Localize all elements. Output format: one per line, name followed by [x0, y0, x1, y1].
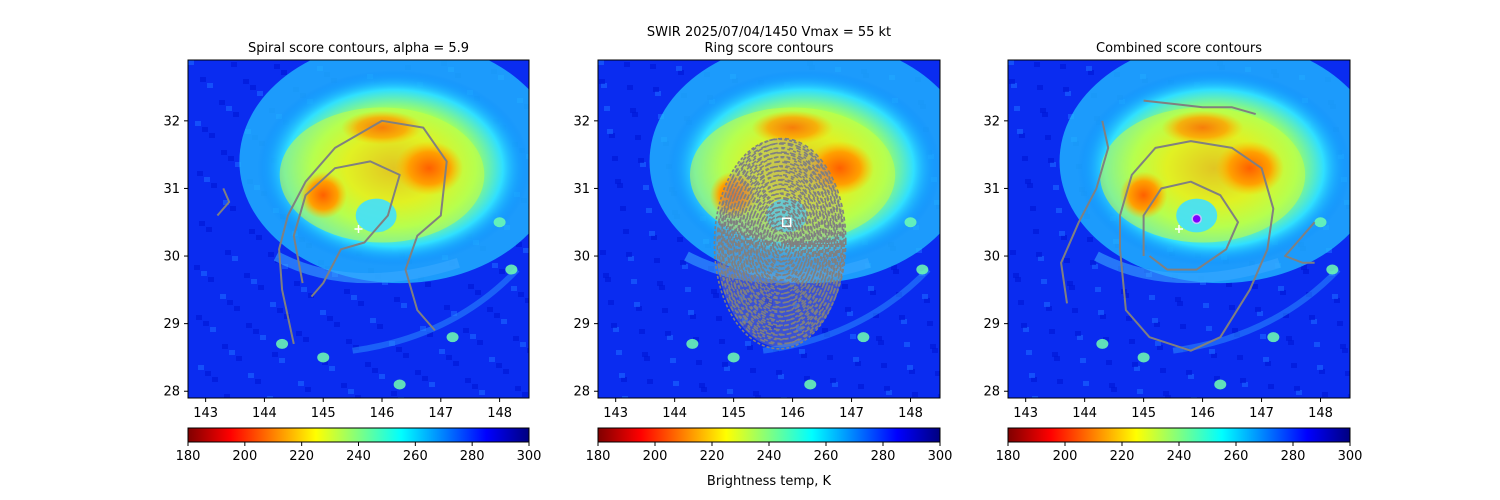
panel-title: Spiral score contours, alpha = 5.9	[248, 41, 469, 56]
colorbar-tick-label: 200	[643, 449, 668, 464]
axes-frame	[1007, 59, 1351, 399]
x-tick-label: 147	[428, 406, 453, 421]
y-tick-label: 28	[983, 385, 1000, 400]
x-tick-label: 147	[839, 406, 864, 421]
contour-line	[292, 160, 401, 298]
y-tick-label: 29	[983, 317, 1000, 332]
center-plus-marker	[1175, 225, 1183, 233]
x-tick-label: 148	[487, 406, 512, 421]
ring-contours	[713, 137, 847, 350]
panel-1: Spiral score contours, alpha = 5.9 143 144…	[163, 41, 542, 464]
brightness-image	[188, 60, 529, 398]
colorbar-tick-label: 200	[1053, 449, 1078, 464]
contour-line	[1143, 99, 1256, 116]
panels: Spiral score contours, alpha = 5.9 143 144…	[163, 41, 1363, 464]
colorbar	[597, 427, 941, 443]
combined-center-marker	[1191, 213, 1202, 225]
x-tick-label: 145	[1131, 406, 1156, 421]
contour-line	[216, 188, 231, 217]
x-tick-label: 144	[662, 406, 687, 421]
colorbar-tick-label: 280	[871, 449, 896, 464]
colorbar-tick-label: 180	[176, 449, 201, 464]
x-tick-label: 143	[1013, 406, 1038, 421]
y-tick-label: 29	[163, 317, 180, 332]
colorbar-tick-label: 280	[1281, 449, 1306, 464]
y-tick-label: 31	[163, 182, 180, 197]
y-tick-label: 30	[573, 250, 590, 265]
colorbar	[187, 427, 530, 443]
colorbar-tick-label: 220	[700, 449, 725, 464]
brightness-image	[1008, 60, 1350, 398]
x-tick-label: 148	[898, 406, 923, 421]
colorbar-tick-label: 260	[1224, 449, 1249, 464]
colorbar-tick-label: 240	[757, 449, 782, 464]
x-tick-label: 143	[193, 406, 218, 421]
x-tick-label: 143	[603, 406, 628, 421]
colorbar-tick-label: 260	[814, 449, 839, 464]
x-tick-label: 144	[252, 406, 277, 421]
y-tick-label: 29	[573, 317, 590, 332]
colorbar-label: Brightness temp, K	[707, 474, 832, 489]
panel-3: Combined score contours 143 144 145 146 147 14…	[983, 41, 1363, 464]
x-tick-label: 144	[1072, 406, 1097, 421]
colorbar-tick-label: 300	[1338, 449, 1363, 464]
x-tick-label: 145	[721, 406, 746, 421]
colorbar-tick-label: 180	[996, 449, 1021, 464]
colorbar-tick-label: 240	[346, 449, 371, 464]
panel-2: Ring score contours 143 144 145 146 147 148 28 2…	[573, 41, 953, 464]
y-tick-label: 32	[573, 114, 590, 129]
panel-title: Ring score contours	[704, 41, 833, 56]
x-tick-label: 146	[780, 406, 805, 421]
axes-frame	[597, 59, 941, 399]
contour-line	[1060, 120, 1110, 304]
ring-center-marker	[781, 217, 792, 227]
colorbar-tick-label: 180	[586, 449, 611, 464]
figure-suptitle: SWIR 2025/07/04/1450 Vmax = 55 kt	[647, 25, 891, 40]
x-tick-label: 146	[370, 406, 395, 421]
y-tick-label: 31	[983, 182, 1000, 197]
contour-line	[1284, 221, 1316, 264]
x-tick-label: 146	[1190, 406, 1215, 421]
y-tick-label: 31	[573, 182, 590, 197]
colorbar-tick-label: 300	[517, 449, 542, 464]
axes-frame	[187, 59, 530, 399]
contour-line	[1119, 140, 1275, 352]
center-plus-marker	[354, 225, 363, 233]
x-tick-label: 148	[1308, 406, 1333, 421]
y-tick-label: 32	[163, 114, 180, 129]
y-tick-label: 28	[163, 385, 180, 400]
colorbar-tick-label: 300	[928, 449, 953, 464]
y-tick-label: 30	[163, 250, 180, 265]
colorbar-tick-label: 280	[460, 449, 485, 464]
colorbar-tick-label: 220	[289, 449, 314, 464]
y-tick-label: 32	[983, 114, 1000, 129]
y-tick-label: 28	[573, 385, 590, 400]
x-tick-label: 147	[1249, 406, 1274, 421]
colorbar-tick-label: 200	[232, 449, 257, 464]
contour-line	[278, 119, 448, 345]
x-tick-label: 145	[311, 406, 336, 421]
colorbar-tick-label: 220	[1110, 449, 1135, 464]
colorbar	[1007, 427, 1351, 443]
panel-title: Combined score contours	[1096, 41, 1262, 56]
colorbar-tick-label: 240	[1167, 449, 1192, 464]
y-tick-label: 30	[983, 250, 1000, 265]
contour-line	[1142, 180, 1239, 271]
colorbar-tick-label: 260	[403, 449, 428, 464]
